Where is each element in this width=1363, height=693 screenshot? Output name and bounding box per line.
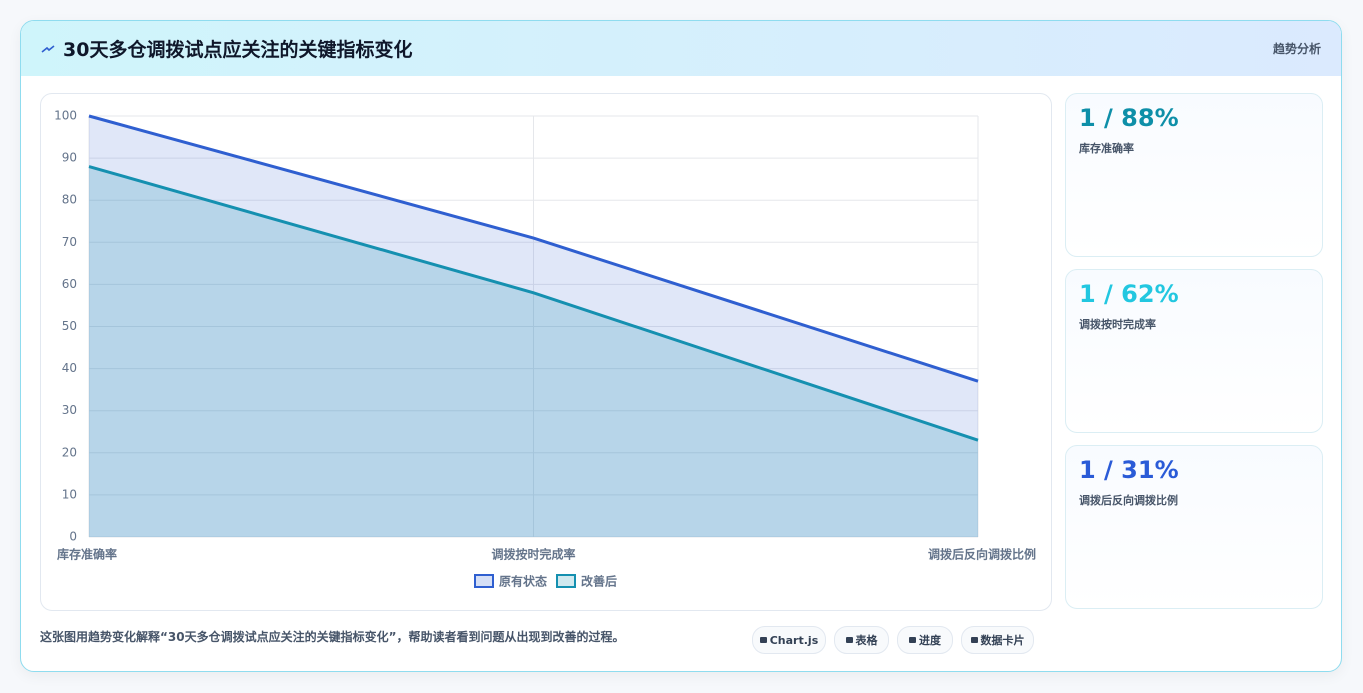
title: 30天多仓调拨试点应关注的关键指标变化 <box>63 39 413 61</box>
legend-swatch <box>556 574 576 588</box>
chip: 表格 <box>834 626 889 654</box>
legend-swatch <box>474 574 494 588</box>
y-tick-label: 30 <box>62 403 77 417</box>
legend-label: 原有状态 <box>499 574 547 589</box>
y-tick-label: 50 <box>62 319 77 333</box>
x-tick-label: 调拨后反向调拨比例 <box>928 547 1036 562</box>
y-tick-label: 0 <box>69 530 77 544</box>
chip-label: 数据卡片 <box>980 634 1025 647</box>
y-tick-label: 100 <box>54 109 77 123</box>
stat-label: 库存准确率 <box>1079 142 1134 155</box>
stat-value: 1 / 31% <box>1079 456 1179 484</box>
y-tick-label: 90 <box>62 151 77 165</box>
y-tick-label: 10 <box>62 487 77 501</box>
panel-card: 30天多仓调拨试点应关注的关键指标变化 趋势分析 0 10 20 30 40 50 60 70… <box>20 20 1342 672</box>
chip: Chart.js <box>752 626 826 654</box>
chip-icon <box>909 637 916 643</box>
stat-card: 1 / 62% 调拨按时完成率 <box>1065 269 1323 433</box>
x-tick-label: 库存准确率 <box>57 547 117 562</box>
chip: 数据卡片 <box>961 626 1034 654</box>
footer-text: 这张图用趋势变化解释“30天多仓调拨试点应关注的关键指标变化”，帮助读者看到问题… <box>40 630 625 644</box>
chip-label: 进度 <box>919 634 941 647</box>
chip: 进度 <box>897 626 953 654</box>
y-tick-label: 70 <box>62 235 77 249</box>
badge: 趋势分析 <box>1272 42 1321 56</box>
chip-icon <box>845 637 853 643</box>
chart: 0 10 20 30 40 50 60 70 80 90 100 库存准确率 调拨按时完成率 调拨后反向调… <box>54 109 1036 589</box>
stat-card: 1 / 31% 调拨后反向调拨比例 <box>1065 445 1323 609</box>
area-fill <box>89 166 978 537</box>
chip-icon <box>970 637 978 643</box>
header: 30天多仓调拨试点应关注的关键指标变化 趋势分析 <box>21 21 1341 76</box>
x-tick-label: 调拨按时完成率 <box>491 547 575 562</box>
stat-value: 1 / 88% <box>1079 104 1179 132</box>
stat-label: 调拨后反向调拨比例 <box>1079 494 1178 507</box>
stat-label: 调拨按时完成率 <box>1079 318 1156 331</box>
area-fill <box>89 116 978 537</box>
chip-label: Chart.js <box>769 633 819 647</box>
y-tick-label: 80 <box>62 193 77 207</box>
series-line <box>88 165 979 442</box>
icon <box>41 44 55 53</box>
y-tick-label: 40 <box>62 361 77 375</box>
chip-label: 表格 <box>855 634 878 647</box>
y-tick-label: 60 <box>62 277 77 291</box>
chart-panel: 0 10 20 30 40 50 60 70 80 90 100 库存准确率 调拨按时完成率 调拨后反向调… <box>40 93 1052 611</box>
series-line <box>88 114 979 383</box>
y-tick-label: 20 <box>62 445 77 459</box>
stat-card: 1 / 88% 库存准确率 <box>1065 93 1323 257</box>
stat-value: 1 / 62% <box>1079 280 1179 308</box>
legend-label: 改善后 <box>581 574 617 589</box>
chip-icon <box>759 637 767 643</box>
